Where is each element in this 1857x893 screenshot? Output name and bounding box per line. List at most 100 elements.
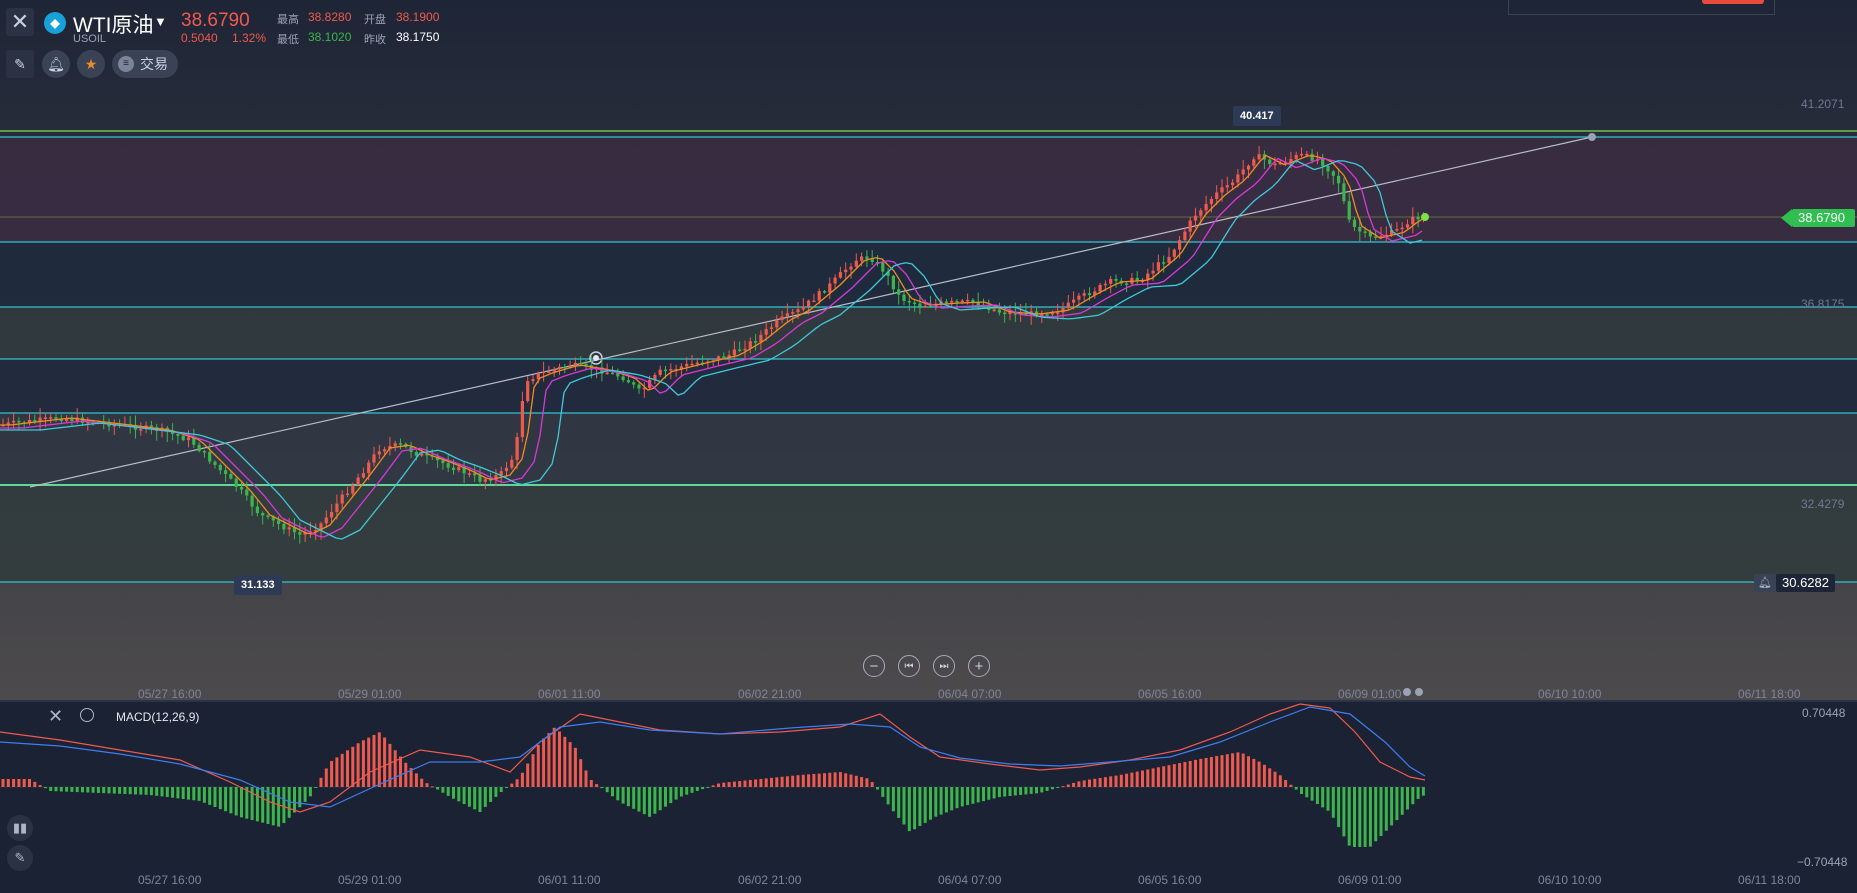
candle-body bbox=[844, 269, 848, 273]
candle-body bbox=[234, 478, 238, 487]
current-price-arrow bbox=[1781, 209, 1792, 227]
pane-divider[interactable] bbox=[0, 700, 1857, 702]
trade-button[interactable]: ≡ 交易 bbox=[112, 50, 178, 78]
symbol-name[interactable]: WTI原油 bbox=[73, 14, 154, 37]
candle-body bbox=[1077, 295, 1081, 300]
macd-bar bbox=[1236, 752, 1240, 787]
candle-body bbox=[1199, 210, 1203, 216]
macd-bar bbox=[1125, 773, 1129, 787]
macd-bar bbox=[1406, 787, 1409, 810]
macd-chart-canvas bbox=[0, 703, 1426, 847]
candle-body bbox=[197, 444, 201, 452]
time-axis-label: 05/29 01:00 bbox=[338, 873, 402, 887]
macd-bar bbox=[717, 783, 720, 787]
close-icon[interactable]: ✕ bbox=[48, 706, 64, 726]
candle-body bbox=[314, 530, 318, 532]
macd-bar bbox=[1040, 787, 1044, 793]
macd-bar bbox=[1273, 771, 1277, 787]
macd-bar bbox=[399, 756, 402, 787]
macd-bar bbox=[923, 787, 927, 823]
candle-body bbox=[282, 523, 286, 530]
chevron-down-icon[interactable]: ▼ bbox=[154, 14, 167, 29]
macd-pane[interactable] bbox=[0, 702, 1857, 893]
indicator-icon[interactable]: ▮▮ bbox=[7, 815, 33, 841]
macd-bar bbox=[1178, 763, 1182, 787]
macd-bar bbox=[187, 787, 190, 800]
macd-bar bbox=[282, 787, 286, 824]
zoom-in-button[interactable]: + bbox=[968, 655, 990, 677]
macd-bar bbox=[1103, 777, 1107, 787]
candle-body bbox=[70, 419, 74, 422]
macd-bar bbox=[918, 787, 922, 827]
candle-body bbox=[462, 467, 466, 474]
candle-body bbox=[473, 473, 477, 476]
macd-bar bbox=[907, 787, 911, 832]
last-price-dot bbox=[1421, 213, 1429, 221]
top-right-panel[interactable] bbox=[1508, 0, 1775, 15]
candle-body bbox=[65, 419, 69, 422]
candle-body bbox=[208, 451, 212, 462]
alert-bell-icon[interactable]: 🔔︎ bbox=[1754, 574, 1776, 592]
candle-body bbox=[1066, 302, 1070, 309]
candle-body bbox=[791, 312, 795, 314]
macd-bar bbox=[1209, 757, 1213, 787]
macd-bar bbox=[234, 787, 238, 816]
macd-bar bbox=[1215, 756, 1219, 787]
macd-histogram bbox=[1, 727, 1425, 847]
candle-body bbox=[875, 262, 880, 264]
candle-body bbox=[891, 275, 895, 290]
price-chart-canvas[interactable] bbox=[0, 0, 1857, 700]
candle-body bbox=[1156, 262, 1160, 271]
candle-body bbox=[849, 266, 853, 270]
macd-bar bbox=[1278, 775, 1282, 787]
gear-icon[interactable] bbox=[80, 708, 94, 722]
trendline bbox=[29, 136, 1593, 488]
candle-body bbox=[393, 443, 397, 447]
macd-bar bbox=[96, 787, 100, 793]
macd-bar bbox=[812, 773, 816, 787]
macd-bar bbox=[261, 787, 265, 823]
candle-body bbox=[547, 371, 551, 374]
panel-action-button[interactable] bbox=[1702, 0, 1764, 4]
macd-bar bbox=[658, 787, 662, 811]
macd-title: MACD(12,26,9) bbox=[116, 710, 200, 724]
macd-bar bbox=[414, 773, 418, 787]
candle-body bbox=[563, 366, 567, 369]
scroll-to-end-button[interactable]: ⏭ bbox=[933, 655, 955, 677]
candle-body bbox=[865, 256, 869, 260]
candle-body bbox=[266, 515, 270, 518]
macd-bar bbox=[685, 787, 689, 795]
star-icon[interactable]: ★ bbox=[77, 50, 105, 78]
macd-bar bbox=[823, 773, 826, 787]
candle-body bbox=[928, 305, 933, 308]
macd-bar bbox=[1252, 758, 1256, 787]
macd-bar bbox=[330, 760, 334, 787]
macd-bar bbox=[293, 787, 296, 813]
macd-bar bbox=[706, 787, 710, 788]
candle-body bbox=[6, 422, 10, 425]
macd-bar bbox=[1321, 787, 1325, 808]
macd-bar bbox=[939, 787, 943, 815]
candle-body bbox=[218, 464, 222, 471]
draw-tool-icon[interactable]: ✎ bbox=[6, 50, 34, 78]
candle-body bbox=[748, 341, 752, 349]
macd-bar bbox=[1384, 787, 1388, 831]
macd-bar bbox=[732, 781, 736, 787]
candle-body bbox=[27, 419, 32, 424]
bell-icon[interactable]: 🔔︎ bbox=[42, 50, 70, 78]
macd-bar bbox=[1183, 762, 1187, 787]
macd-bar bbox=[441, 787, 445, 793]
candle-body bbox=[1363, 231, 1367, 233]
scroll-indicator bbox=[1403, 688, 1411, 696]
zoom-out-button[interactable]: − bbox=[863, 655, 885, 677]
price-chart[interactable] bbox=[0, 0, 1857, 700]
range-band bbox=[0, 359, 1857, 413]
scroll-to-start-button[interactable]: ⏮ bbox=[898, 655, 920, 677]
macd-min-label: −0.70448 bbox=[1797, 855, 1848, 869]
macd-bar bbox=[1156, 767, 1160, 787]
symbol-logo-icon: ◆ bbox=[44, 12, 66, 34]
close-icon[interactable]: ✕ bbox=[6, 8, 34, 36]
time-axis-label: 06/01 11:00 bbox=[538, 873, 601, 887]
time-axis-label: 06/04 07:00 bbox=[938, 873, 1002, 887]
pencil-icon[interactable]: ✎ bbox=[7, 845, 33, 871]
